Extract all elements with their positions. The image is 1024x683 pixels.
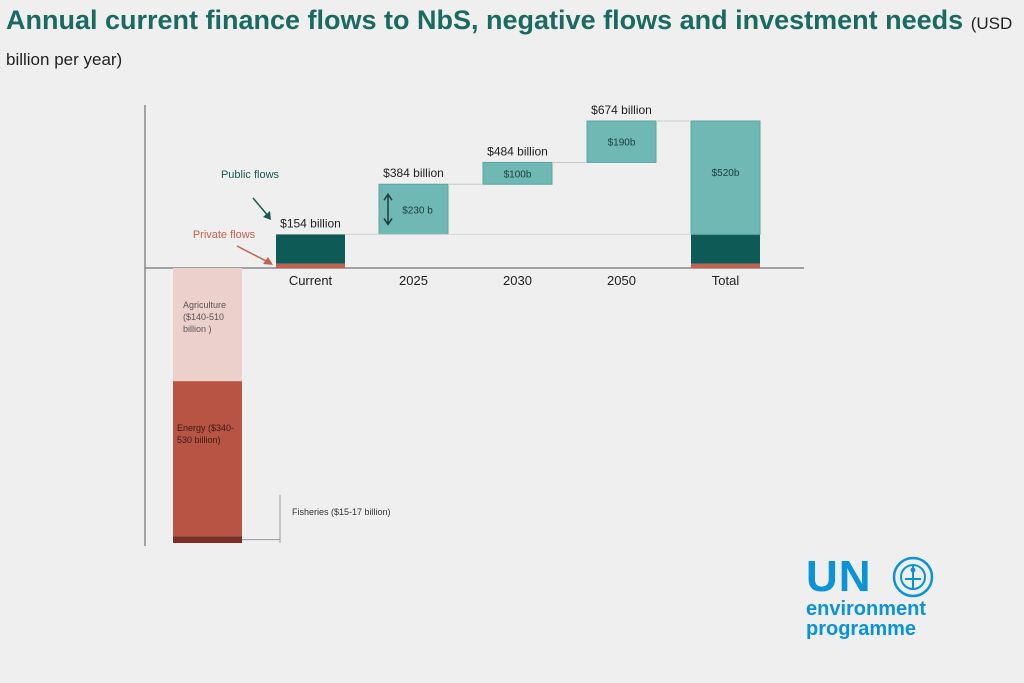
bar-value-label: $100b — [504, 169, 532, 180]
arrow-head-up-icon — [383, 192, 393, 201]
bar-2025-need — [378, 183, 449, 235]
arrow-head-down-icon — [383, 217, 393, 226]
cumulative-label: $674 billion — [591, 103, 652, 117]
bar-current-private — [276, 263, 345, 268]
chart-title-unit: (USD billion per year) — [6, 14, 1013, 69]
private-flows-arrow — [236, 245, 269, 263]
bar-current-public — [276, 234, 345, 264]
bar-negative-agriculture — [173, 268, 242, 382]
annotation-private-flows: Private flows — [193, 229, 256, 241]
un-environment-logo: UN environment programme — [806, 555, 936, 639]
bar-total-need — [690, 120, 761, 235]
negative-label-agriculture: ($140-510 — [183, 312, 224, 322]
cumulative-label: $384 billion — [383, 166, 444, 180]
x-tick-label: Total — [712, 273, 740, 288]
bar-value-label: $230 b — [402, 205, 433, 216]
annotation-public-flows: Public flows — [221, 169, 280, 181]
logo-line-2: programme — [806, 618, 917, 640]
x-tick-label: Current — [289, 273, 333, 288]
bar-negative-energy — [173, 381, 242, 537]
logo-un-text: UN — [806, 552, 872, 601]
public-flows-arrowhead-icon — [263, 211, 271, 220]
bar-2050-need — [586, 120, 657, 163]
negative-label-energy: Energy ($340- — [177, 423, 234, 433]
bar-total-public — [691, 234, 760, 264]
bar-value-label: $520b — [712, 168, 740, 179]
bar-total-private — [691, 263, 760, 268]
negative-label-energy: 530 billion) — [177, 435, 221, 445]
chart-title-main: Annual current finance flows to NbS, neg… — [6, 5, 964, 35]
private-flows-arrowhead-icon — [263, 257, 273, 265]
chart-title: Annual current finance flows to NbS, neg… — [6, 4, 1016, 76]
negative-label-agriculture: billion ) — [183, 324, 212, 334]
x-tick-label: 2050 — [607, 273, 636, 288]
negative-label-agriculture: Agriculture — [183, 300, 226, 310]
cumulative-label: $484 billion — [487, 144, 548, 158]
public-flows-arrow — [252, 197, 270, 218]
bar-value-label: $190b — [608, 138, 636, 149]
cumulative-label: $154 billion — [280, 216, 341, 230]
negative-label-fisheries: Fisheries ($15-17 billion) — [292, 507, 391, 517]
logo-line-1: environment — [806, 598, 927, 620]
x-tick-label: 2025 — [399, 273, 428, 288]
un-emblem-icon — [892, 556, 934, 598]
bar-negative-fisheries — [173, 536, 242, 543]
x-tick-label: 2030 — [503, 273, 532, 288]
bar-2030-need — [482, 161, 553, 185]
